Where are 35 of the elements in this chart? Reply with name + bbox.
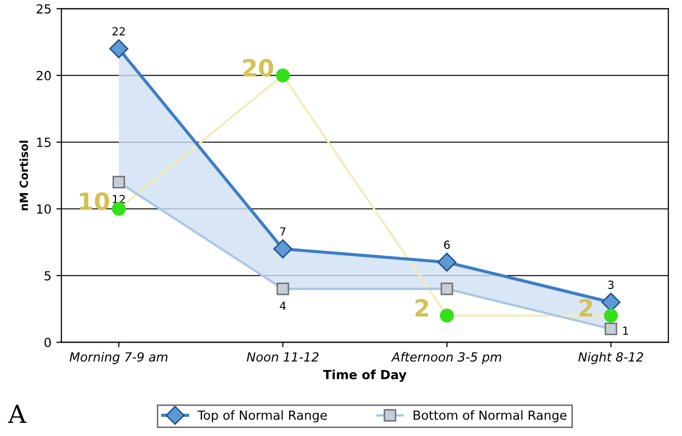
x-tick-label: Afternoon 3-5 pm (391, 352, 502, 364)
point (440, 282, 454, 296)
point (112, 176, 126, 188)
data-label: 4 (280, 302, 286, 310)
legend-label: Bottom of Normal Range (414, 410, 566, 422)
legend-label: Top of Normal Range (198, 410, 327, 422)
x-axis-title: Time of Day (323, 370, 406, 382)
data-label: 20 (243, 58, 274, 77)
data-label: 2 (416, 299, 428, 317)
x-tick-label: Noon 11-12 (246, 352, 318, 362)
y-tick-label: 20 (36, 70, 51, 80)
y-tick-label: 0 (44, 338, 51, 348)
x-tick-label: Night 8-12 (578, 352, 644, 364)
point (604, 308, 618, 323)
y-tick-label: 10 (37, 204, 51, 214)
data-label: 2 (580, 299, 592, 317)
text: A (8, 404, 26, 423)
data-label: 7 (280, 227, 286, 236)
y-tick-label: 5 (44, 271, 51, 280)
point (273, 239, 292, 258)
point (440, 308, 454, 323)
data-label: 22 (112, 27, 125, 36)
data-label: 10 (80, 192, 110, 210)
point (276, 282, 290, 296)
y-tick-label: 25 (36, 4, 51, 14)
point (109, 39, 128, 58)
data-label: 6 (444, 240, 450, 249)
y-tick-label: 15 (37, 138, 51, 148)
x-tick-label: Morning 7-9 am (70, 352, 168, 364)
y-axis-title: nM Cortisol (19, 140, 28, 210)
data-label: 3 (608, 280, 614, 289)
point (604, 322, 618, 336)
data-label: 1 (623, 326, 628, 335)
point (276, 68, 290, 82)
point (437, 252, 456, 272)
